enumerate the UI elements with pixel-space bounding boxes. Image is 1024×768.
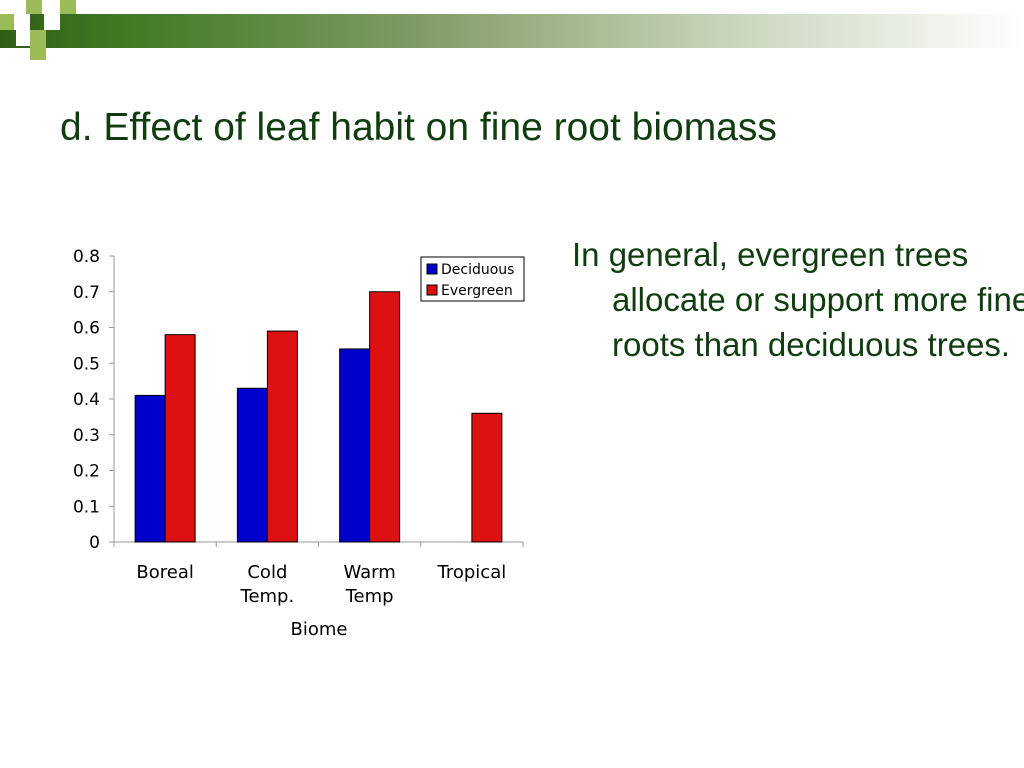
legend-label: Deciduous [441,262,514,278]
decor-square [26,0,42,14]
x-tick-label: Warm Temp [343,562,395,607]
y-tick-label: 0.8 [73,247,100,267]
decor-square [30,46,46,60]
bar-deciduous [236,387,268,543]
y-axis: 0 0.1 0.2 0.3 0.4 0.5 0.6 0.7 0.8 [73,247,115,553]
decor-square [0,14,14,30]
decor-square [30,30,46,46]
decor-square [16,30,30,46]
y-tick-label: 0.6 [73,319,100,339]
decor-square [60,0,76,14]
y-tick-label: 0.1 [73,497,100,517]
y-tick-label: 0.2 [73,462,100,482]
y-tick-label: 0.4 [73,390,100,410]
legend-label: Evergreen [441,283,513,299]
bar-deciduous [339,348,371,543]
y-tick-label: 0.5 [73,354,100,374]
bar-evergreen [369,291,401,543]
x-tick-label: Cold Temp. [240,562,295,607]
x-tick-label: Tropical [437,562,507,583]
legend-box [420,256,525,302]
decor-square [14,14,30,30]
x-axis-label: Biome [291,619,348,640]
y-tick-label: 0.7 [73,283,100,303]
bar-evergreen [266,330,298,543]
y-tick-label: 0.3 [73,426,100,446]
legend-swatch [426,284,438,296]
body-text: In general, evergreen trees allocate or … [572,236,1024,363]
decor-square [44,14,60,30]
y-tick-label: 0 [89,533,100,553]
bars [134,291,503,543]
slide-title: d. Effect of leaf habit on fine root bio… [60,106,777,149]
decorative-squares [0,0,76,60]
x-axis: Boreal Cold Temp. Warm Temp Tropical [113,541,524,607]
bar-deciduous [134,394,166,543]
legend: Deciduous Evergreen [420,256,525,302]
title-banner [0,14,1024,48]
x-tick-label: Boreal [136,562,193,583]
bar-evergreen [471,412,503,543]
legend-swatch [426,263,438,275]
bar-evergreen [164,334,196,543]
